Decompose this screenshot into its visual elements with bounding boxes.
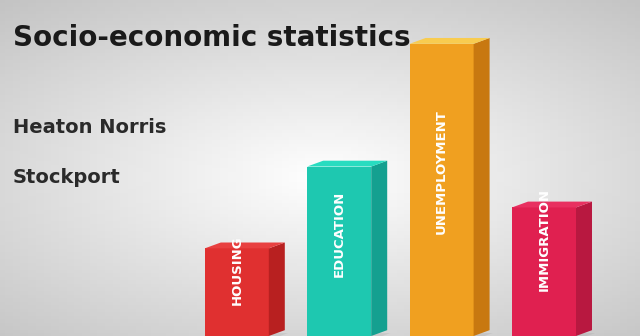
Polygon shape [410,38,490,44]
Text: Socio-economic statistics: Socio-economic statistics [13,24,410,51]
Polygon shape [202,333,288,336]
Polygon shape [509,333,595,336]
Polygon shape [512,207,576,336]
Polygon shape [512,202,592,207]
Polygon shape [307,161,387,167]
Polygon shape [371,161,387,336]
Text: Heaton Norris: Heaton Norris [13,118,166,137]
Polygon shape [269,243,285,336]
Text: UNEMPLOYMENT: UNEMPLOYMENT [435,109,448,234]
Polygon shape [576,202,592,336]
Polygon shape [304,333,390,336]
Text: HOUSING: HOUSING [230,236,243,305]
Polygon shape [205,243,285,248]
Text: EDUCATION: EDUCATION [333,191,346,277]
Polygon shape [205,248,269,336]
Text: Stockport: Stockport [13,168,120,187]
Polygon shape [410,44,474,336]
Text: IMMIGRATION: IMMIGRATION [538,188,550,291]
Polygon shape [474,38,490,336]
Polygon shape [307,167,371,336]
Polygon shape [406,333,493,336]
